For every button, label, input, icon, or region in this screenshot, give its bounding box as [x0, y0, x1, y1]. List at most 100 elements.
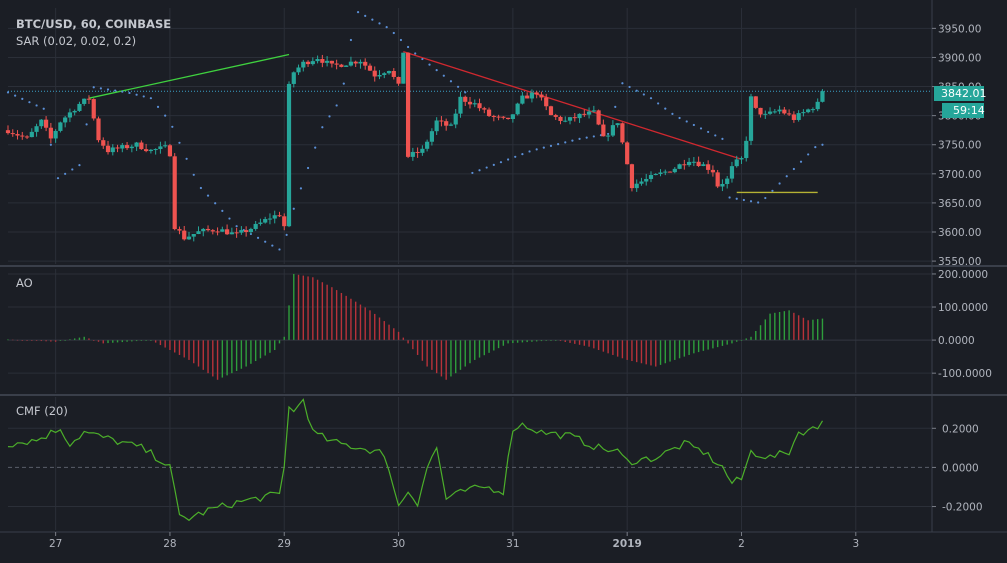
candle-body	[186, 236, 192, 240]
ao-histogram	[7, 273, 932, 380]
candle-body	[96, 118, 101, 141]
ao-bar	[555, 340, 557, 341]
ao-bar	[816, 319, 819, 341]
ao-bar	[188, 340, 190, 360]
sar-dots	[6, 11, 824, 251]
sar-dot	[271, 244, 274, 247]
sar-dot	[142, 95, 145, 98]
sar-dot	[164, 114, 167, 117]
ao-bar	[812, 319, 814, 341]
candle-body	[382, 73, 387, 75]
candle-body	[77, 103, 82, 111]
sar-dot	[585, 136, 588, 139]
candle-body	[101, 140, 106, 146]
sar-dot	[757, 201, 760, 204]
ao-bar	[774, 312, 776, 341]
sar-dot	[442, 74, 445, 77]
sar-dot	[749, 200, 753, 203]
sar-dot	[342, 82, 345, 85]
sar-dot	[149, 97, 152, 100]
sar-dot	[628, 85, 631, 89]
ao-bar	[326, 284, 328, 341]
candle-body	[224, 229, 230, 235]
candle-body	[529, 92, 535, 99]
sar-dot	[349, 38, 353, 42]
candlesticks[interactable]	[5, 52, 825, 242]
candle-body	[582, 113, 587, 115]
price-tick-label: 3900.00	[938, 52, 981, 64]
candle-body	[163, 145, 168, 147]
ao-bar	[736, 340, 738, 342]
candle-body	[282, 216, 287, 227]
sar-dot	[64, 172, 67, 175]
candle-body	[220, 229, 225, 232]
candle-body	[396, 76, 401, 84]
candle-body	[758, 107, 763, 115]
candle-body	[167, 145, 173, 157]
ao-bar	[174, 340, 176, 353]
sar-dot	[607, 132, 610, 136]
candle-body	[415, 151, 420, 153]
sar-dot	[821, 143, 824, 146]
ao-tick-label: 0.0000	[938, 335, 975, 347]
candle-body	[796, 113, 801, 120]
time-tick-label: 28	[163, 538, 176, 550]
ao-bar	[331, 287, 333, 341]
candle-body	[629, 164, 635, 189]
candle-body	[520, 95, 525, 104]
candle-body	[701, 164, 706, 166]
ao-bar	[221, 340, 224, 378]
ao-bar	[464, 340, 466, 367]
sar-dot	[92, 86, 95, 89]
ao-bar	[374, 313, 376, 341]
candle-body	[258, 222, 263, 224]
ao-bar	[416, 340, 419, 355]
sar-dot	[521, 153, 524, 156]
sar-dot	[299, 187, 303, 190]
ao-bar	[497, 340, 500, 349]
candle-body	[810, 109, 816, 111]
countdown-label: 59:14	[953, 104, 985, 117]
time-tick-label: 31	[506, 538, 519, 550]
ao-bar	[126, 340, 128, 342]
sar-dot	[728, 196, 731, 199]
price-tick-label: 3600.00	[938, 227, 981, 239]
price-tick-label: 3550.00	[938, 256, 981, 268]
candle-body	[572, 117, 577, 119]
ao-bar	[131, 340, 133, 342]
ao-bar	[69, 339, 71, 341]
ao-bar	[169, 340, 171, 351]
candle-body	[639, 181, 644, 184]
sar-dot	[785, 175, 788, 178]
sar-dot	[356, 11, 360, 14]
ao-bar	[769, 313, 771, 341]
ao-bar	[297, 274, 300, 341]
ao-bar	[426, 340, 428, 367]
cmf-label: CMF (20)	[16, 404, 68, 418]
candle-body	[444, 121, 449, 126]
ao-bar	[602, 340, 605, 352]
ao-bar	[369, 310, 371, 341]
sar-dot	[528, 150, 531, 153]
sar-dot	[192, 173, 195, 176]
sar-dot	[378, 22, 381, 25]
candle-body	[239, 230, 244, 233]
ao-bar	[597, 340, 600, 351]
candle-body	[82, 98, 87, 104]
sar-dot	[228, 217, 231, 220]
sar-dot	[642, 93, 645, 96]
sar-dot	[721, 137, 724, 141]
sar-dot	[171, 125, 174, 128]
candle-body	[548, 106, 554, 116]
candle-body	[372, 70, 377, 77]
candle-body	[496, 116, 501, 118]
candle-body	[58, 122, 63, 131]
ao-bar	[154, 340, 157, 343]
candle-body	[544, 97, 549, 107]
ao-bar	[721, 340, 724, 346]
candle-body	[620, 123, 625, 143]
candle-body	[782, 109, 787, 114]
candle-body	[144, 149, 149, 152]
